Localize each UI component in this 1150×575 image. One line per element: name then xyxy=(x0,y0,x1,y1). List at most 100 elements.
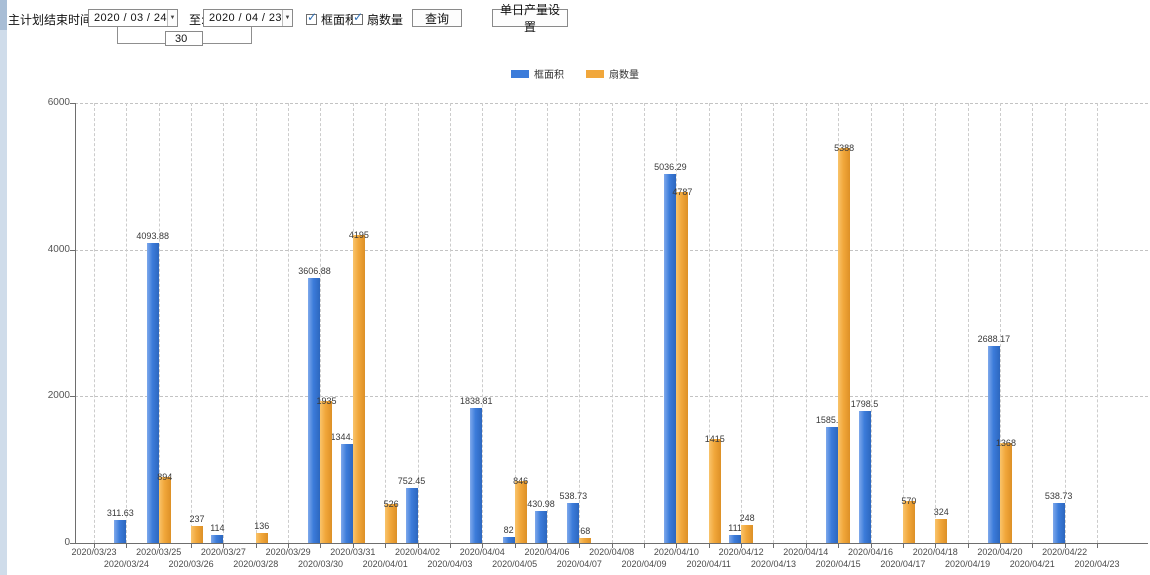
x-axis-tick xyxy=(482,543,484,548)
x-gridline xyxy=(385,103,387,543)
x-gridline xyxy=(773,103,775,543)
x-axis-tick xyxy=(94,543,95,548)
x-gridline xyxy=(255,103,257,543)
x-gridline xyxy=(741,103,743,543)
bar-value-label: 1344.95 xyxy=(330,432,364,443)
x-gridline xyxy=(449,103,451,543)
end-date-dropdown-arrow-icon[interactable]: ▼ xyxy=(281,10,292,26)
fan-count-checkbox-box[interactable]: ✓ xyxy=(352,11,363,25)
frame-area-checkbox-box[interactable]: ✓ xyxy=(306,11,317,25)
bar-frame-area xyxy=(405,487,418,543)
bar-value-label: 3606.88 xyxy=(298,266,331,277)
y-axis xyxy=(75,103,76,543)
x-axis xyxy=(75,543,1148,544)
window-edge-cap xyxy=(0,0,7,30)
bar-value-label: 1585.96 xyxy=(815,414,849,425)
bar-fan-count xyxy=(935,519,948,543)
end-date-picker[interactable]: 2020 / 04 / 23 ▼ xyxy=(203,9,293,27)
x-axis-tick xyxy=(191,543,193,548)
x-gridline xyxy=(805,103,807,543)
bar-fan-count xyxy=(255,533,268,543)
bar-fan-count xyxy=(579,538,592,543)
bar-value-label: 68 xyxy=(580,526,591,536)
x-axis-tick xyxy=(902,543,904,548)
x-axis-tick xyxy=(1097,543,1098,548)
bar-value-label: 136 xyxy=(254,521,270,532)
start-date-dropdown-arrow-icon[interactable]: ▼ xyxy=(166,10,177,26)
x-gridline xyxy=(935,103,937,543)
y-gridline xyxy=(75,249,1148,251)
x-axis-label: 2020/04/11 xyxy=(686,559,731,569)
x-axis-tick xyxy=(320,543,322,548)
bar-fan-count xyxy=(352,235,365,543)
x-axis-tick xyxy=(126,543,128,548)
x-axis-label: 2020/04/15 xyxy=(815,559,861,569)
y-axis-tick xyxy=(70,396,75,398)
chart-legend: 框面积 扇数量 xyxy=(0,66,1150,81)
x-gridline xyxy=(482,103,484,543)
x-axis-tick xyxy=(644,543,646,548)
bar-frame-area xyxy=(826,426,839,543)
x-axis-label: 2020/04/09 xyxy=(621,559,667,569)
bar-frame-area xyxy=(567,503,580,543)
x-axis-label: 2020/04/07 xyxy=(556,559,602,569)
x-gridline xyxy=(902,103,904,543)
bar-frame-area xyxy=(534,511,547,543)
bar-fan-count xyxy=(158,477,171,543)
start-date-picker[interactable]: 2020 / 03 / 24 ▼ xyxy=(88,9,178,27)
bar-fan-count xyxy=(514,480,527,543)
x-gridline xyxy=(1064,103,1066,543)
bar-value-label: 570 xyxy=(901,496,917,507)
y-axis-tick xyxy=(70,103,75,104)
x-axis-label: 2020/04/23 xyxy=(1074,559,1120,569)
x-gridline xyxy=(158,103,160,543)
query-button[interactable]: 查询 xyxy=(412,9,462,27)
frame-area-checkbox[interactable]: ✓ 框面积 xyxy=(306,11,357,28)
bar-frame-area xyxy=(729,534,742,543)
legend-swatch-frame-area xyxy=(511,69,529,78)
x-axis-tick xyxy=(773,543,775,548)
y-gridline xyxy=(75,103,1148,104)
x-axis-label: 2020/04/17 xyxy=(880,559,926,569)
x-axis-label: 2020/04/12 xyxy=(718,547,764,557)
x-axis-label: 2020/04/08 xyxy=(589,547,635,557)
x-axis-tick xyxy=(514,543,516,548)
bar-value-label: 538.73 xyxy=(559,491,588,502)
bar-value-label: 82 xyxy=(503,524,514,535)
bar-value-label: 752.45 xyxy=(397,475,426,486)
x-gridline xyxy=(611,103,613,543)
fan-count-checkbox[interactable]: ✓ 扇数量 xyxy=(352,11,403,28)
y-axis-tick xyxy=(70,543,75,544)
x-axis-label: 2020/03/23 xyxy=(71,547,117,557)
legend-swatch-fan-count xyxy=(586,69,604,78)
bar-fan-count xyxy=(320,401,333,543)
interval-days-input[interactable]: 30 xyxy=(165,31,203,46)
date-range-label: 主计划结束时间: xyxy=(8,13,96,27)
x-axis-tick xyxy=(223,543,225,548)
bar-value-label: 1798.5 xyxy=(850,399,879,410)
x-gridline xyxy=(579,103,581,543)
bar-value-label: 311.63 xyxy=(106,508,134,519)
x-axis-label: 2020/04/14 xyxy=(783,547,829,557)
legend-item-fan-count[interactable]: 扇数量 xyxy=(586,66,639,81)
bar-fan-count xyxy=(708,439,721,543)
bar-value-label: 4093.88 xyxy=(136,230,169,241)
x-axis-tick xyxy=(708,543,710,548)
x-gridline xyxy=(1032,103,1034,543)
x-gridline xyxy=(999,103,1001,543)
interval-connector-right xyxy=(203,27,252,44)
x-gridline xyxy=(126,103,128,543)
bar-value-label: 5388 xyxy=(834,142,855,153)
x-axis-label: 2020/03/29 xyxy=(265,547,311,557)
bar-frame-area xyxy=(987,345,1000,543)
x-axis-tick xyxy=(546,543,548,548)
x-axis-label: 2020/04/13 xyxy=(750,559,796,569)
bar-frame-area xyxy=(340,444,353,543)
x-axis-label: 2020/04/05 xyxy=(492,559,538,569)
legend-item-frame-area[interactable]: 框面积 xyxy=(511,66,564,81)
x-axis-label: 2020/04/20 xyxy=(977,547,1023,557)
bar-fan-count xyxy=(676,191,689,543)
x-axis-tick xyxy=(676,543,678,548)
y-axis-label: 6000 xyxy=(47,97,70,108)
